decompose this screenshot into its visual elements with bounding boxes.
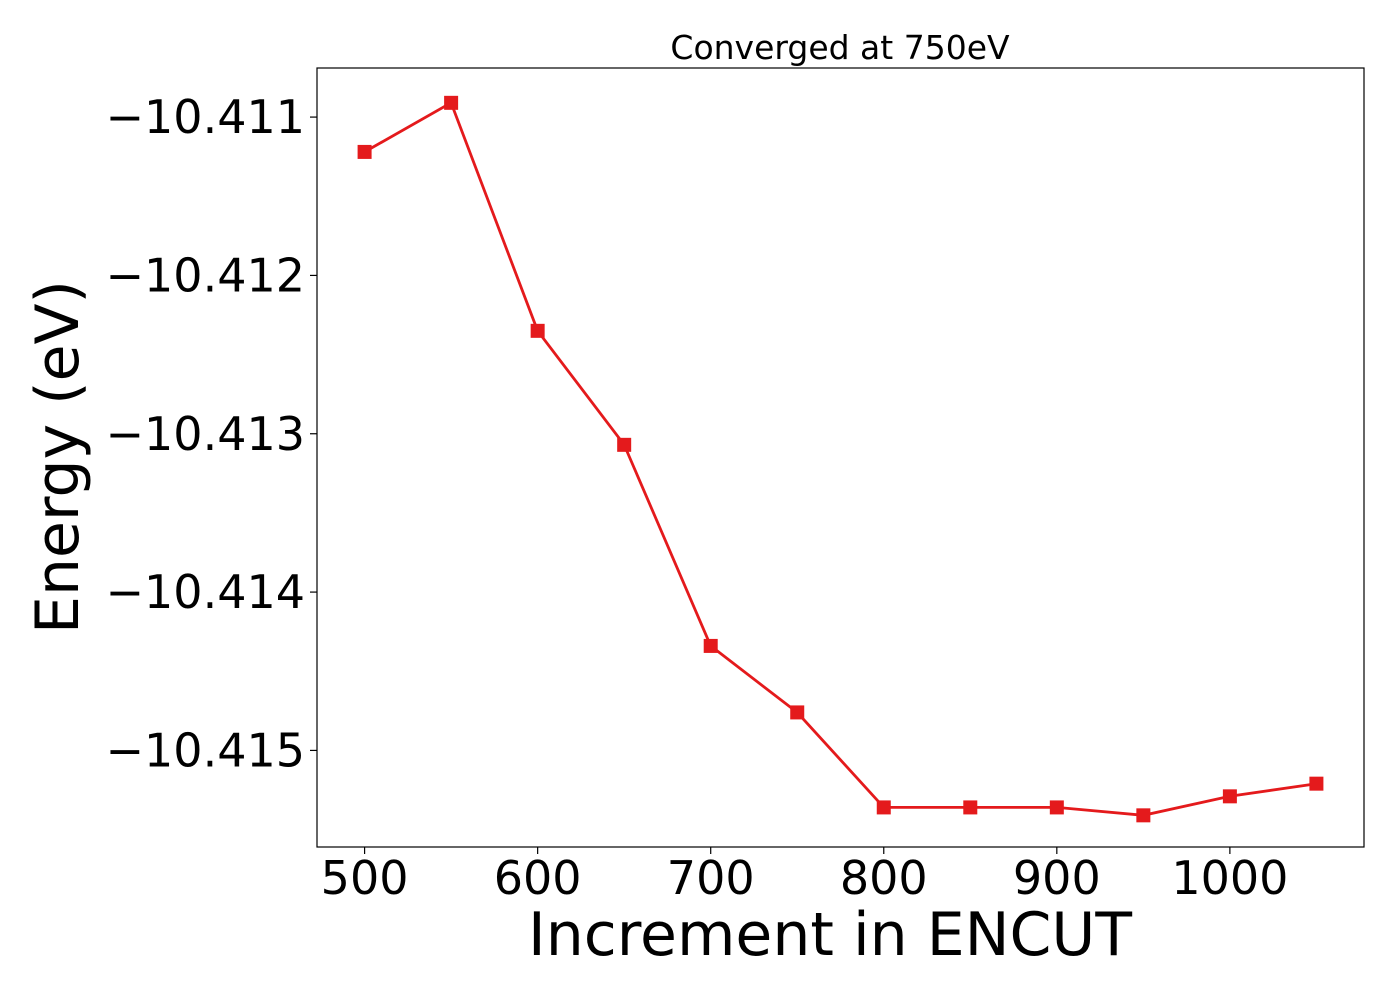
data-point-marker	[703, 638, 718, 653]
data-point-marker	[444, 95, 459, 110]
chart-title: Converged at 750eV	[670, 28, 1010, 67]
x-tick-label: 600	[494, 851, 582, 905]
y-tick-label: −10.413	[106, 407, 306, 461]
data-point-marker	[1136, 808, 1151, 823]
data-point-marker	[530, 323, 545, 338]
data-point-marker	[1309, 776, 1324, 791]
data-point-marker	[1049, 800, 1064, 815]
y-tick-label: −10.412	[106, 248, 306, 302]
x-tick-label: 800	[840, 851, 928, 905]
x-tick-label: 700	[667, 851, 755, 905]
y-tick-label: −10.414	[106, 565, 306, 619]
y-tick-label: −10.415	[106, 723, 306, 777]
data-point-marker	[876, 800, 891, 815]
x-tick-label: 1000	[1171, 851, 1288, 905]
plot-area-frame	[316, 67, 1365, 848]
x-axis-ticks: 500 600 700 800 900 1000	[321, 847, 1288, 905]
data-point-marker	[963, 800, 978, 815]
data-point-marker	[357, 144, 372, 159]
x-tick-label: 500	[321, 851, 409, 905]
series-layer	[357, 95, 1324, 823]
x-axis-label: Increment in ENCUT	[528, 900, 1132, 970]
y-tick-label: −10.411	[106, 90, 306, 144]
data-point-marker	[790, 705, 805, 720]
series-line	[363, 100, 1317, 817]
y-axis-label: Energy (eV)	[23, 280, 93, 634]
x-tick-label: 900	[1013, 851, 1101, 905]
y-axis-ticks: −10.411 −10.412 −10.413 −10.414 −10.415	[106, 90, 317, 777]
data-point-marker	[617, 437, 632, 452]
data-point-marker	[1222, 789, 1237, 804]
